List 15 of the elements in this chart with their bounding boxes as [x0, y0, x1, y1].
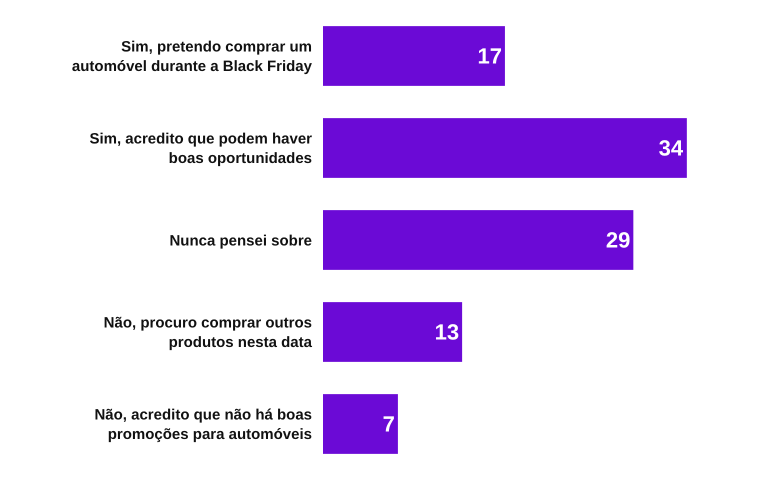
- data-label: 7: [382, 412, 395, 436]
- bar: [323, 394, 398, 454]
- data-label: 17: [477, 44, 502, 68]
- bar: [323, 26, 505, 86]
- bar: [323, 210, 634, 270]
- bar: [323, 302, 462, 362]
- bar: [323, 118, 687, 178]
- y-tick-label: Não, acredito que não há boas promoções para automóveis: [94, 406, 312, 443]
- y-tick-label: Não, procuro comprar outros produtos nesta data: [104, 314, 313, 351]
- y-tick-label: Nunca pensei sobre: [169, 232, 312, 250]
- data-label: 13: [434, 320, 460, 344]
- data-label: 34: [658, 136, 684, 160]
- y-tick-label: Sim, acredito que podem haver boas oportunidades: [89, 130, 312, 167]
- data-label: 29: [606, 228, 630, 252]
- y-tick-label: Sim, pretendo comprar um automóvel durante a Black Friday: [72, 38, 313, 75]
